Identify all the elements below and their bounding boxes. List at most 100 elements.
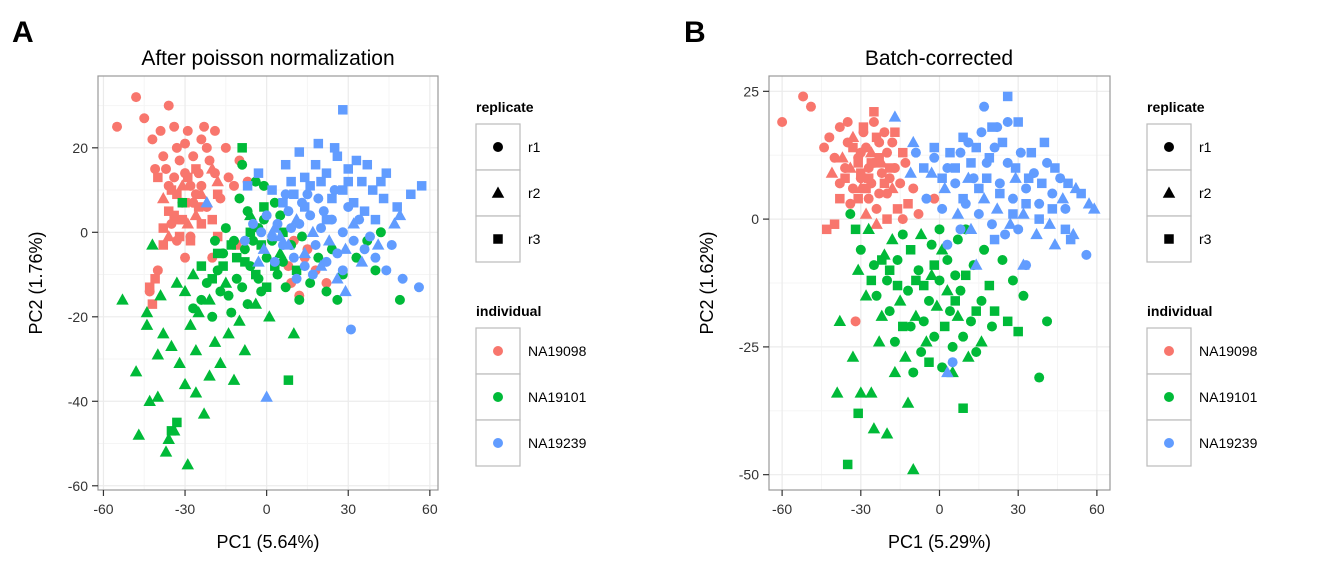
data-point [1002,117,1013,127]
data-point [989,142,1000,153]
data-point [971,306,981,316]
data-point [1000,229,1011,240]
data-point [971,347,982,357]
data-point [163,100,174,111]
data-point [997,137,1008,148]
y-tick-label-a: -40 [68,393,88,409]
data-point [302,189,313,200]
legend-label-r1: r1 [528,139,541,155]
data-point [329,185,340,196]
data-point [969,258,983,270]
data-point [962,350,975,362]
data-point [299,172,310,183]
data-point [1013,326,1023,337]
data-point [203,293,216,305]
data-point [332,151,343,162]
data-point [880,427,894,439]
data-point [886,232,899,245]
data-point [305,181,315,191]
data-point [331,272,344,284]
data-point [189,344,203,356]
data-point [153,172,163,183]
data-point [212,248,223,259]
data-point [908,183,919,194]
data-point [359,244,370,255]
data-point [876,168,887,179]
data-point [919,280,929,291]
data-point [370,252,381,263]
data-point [882,275,893,286]
data-point [220,142,231,153]
data-point [365,231,375,242]
data-point [165,339,178,352]
data-point [269,197,280,208]
data-point [924,295,935,306]
data-point [844,161,857,173]
data-point [862,222,875,235]
data-point [869,107,879,117]
data-point [207,274,217,284]
data-point [259,202,269,212]
data-point [855,244,866,255]
legend-title-replicate: replicate [476,99,534,115]
data-point [332,248,343,259]
x-tick-label-a: 60 [422,501,438,517]
data-point [910,147,921,158]
data-point [1088,202,1101,214]
data-point [306,225,320,237]
data-point [855,147,866,158]
legend-title-individual: individual [1147,303,1212,319]
data-point [227,373,241,385]
data-point [345,324,356,335]
data-point [321,214,332,225]
data-point [920,335,933,347]
data-point [965,316,976,327]
data-point [879,127,890,138]
data-point [237,159,248,170]
data-point [962,171,975,183]
data-point [140,306,154,318]
panel-a: A After poisson normalization -60 -30 0 30 60 P… [12,16,587,552]
data-point [905,321,916,332]
data-point [824,132,835,143]
data-point [231,240,242,250]
data-point [321,256,332,267]
data-point [256,227,267,238]
x-tick-label-b: 30 [1010,501,1026,517]
data-point [925,166,938,178]
data-point [321,286,332,297]
data-point [1055,173,1066,184]
data-point [897,229,908,240]
data-point [286,223,297,234]
data-point [853,193,863,204]
data-point [888,365,902,378]
data-point [1060,203,1071,214]
data-point [173,356,186,368]
data-point [865,386,878,398]
data-point [955,285,966,296]
data-point [297,231,307,242]
data-point [909,309,923,321]
data-point [1010,163,1021,173]
data-point [859,289,873,301]
data-point [874,188,885,199]
data-point [144,282,155,292]
data-point [976,295,987,306]
series-NA19098-b [777,91,940,327]
data-point [327,193,337,204]
data-point [853,158,863,168]
data-point [347,217,360,229]
data-point [884,163,895,173]
data-point [1034,198,1045,209]
data-point [375,227,386,238]
data-point [1039,137,1050,148]
data-point [892,255,903,265]
data-point [322,234,336,246]
data-point [984,153,995,163]
data-point [871,203,882,214]
data-point [261,210,272,221]
data-point [1065,234,1076,245]
data-point [829,152,840,163]
data-point [1017,258,1030,270]
x-axis-label-b: PC1 (5.29%) [888,532,991,552]
